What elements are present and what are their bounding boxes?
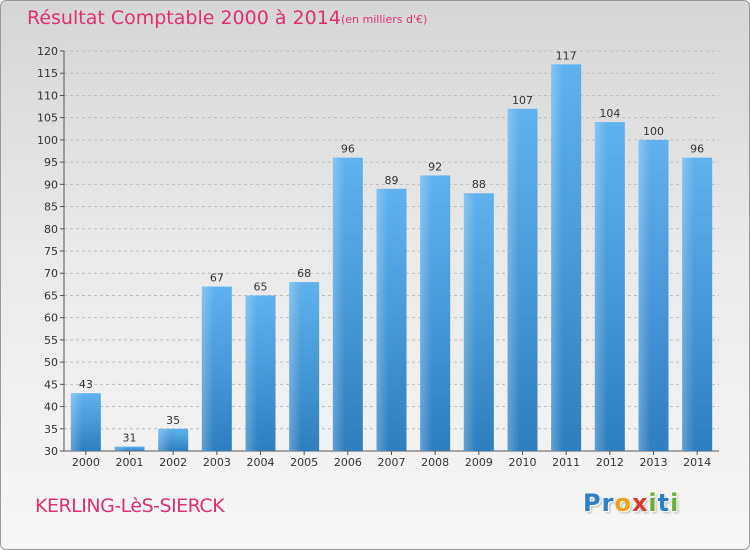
- bar-highlight: [638, 139, 669, 451]
- x-tick-label: 2008: [421, 456, 449, 469]
- x-tick-label: 2014: [683, 456, 711, 469]
- bar-highlight: [332, 157, 363, 451]
- x-tick-label: 2001: [116, 456, 144, 469]
- y-tick-label: 35: [44, 423, 58, 436]
- chart-title: Résultat Comptable 2000 à 2014: [27, 7, 341, 29]
- value-label: 117: [556, 49, 577, 62]
- logo-letter: t: [657, 489, 671, 517]
- y-tick-label: 85: [44, 201, 58, 214]
- y-tick-label: 95: [44, 156, 58, 169]
- y-tick-label: 75: [44, 245, 58, 258]
- value-label: 104: [599, 107, 620, 120]
- bar-highlight: [158, 428, 189, 451]
- x-tick-label: 2002: [159, 456, 187, 469]
- x-tick-label: 2011: [552, 456, 580, 469]
- y-tick-label: 115: [37, 67, 58, 80]
- logo-letter: o: [614, 489, 632, 517]
- x-tick-label: 2013: [640, 456, 668, 469]
- y-tick-label: 45: [44, 378, 58, 391]
- x-tick-label: 2003: [203, 456, 231, 469]
- x-tick-label: 2009: [465, 456, 493, 469]
- y-tick-label: 30: [44, 445, 58, 458]
- value-label: 100: [643, 125, 664, 138]
- y-tick-label: 65: [44, 289, 58, 302]
- x-tick-label: 2005: [290, 456, 318, 469]
- y-tick-label: 80: [44, 223, 58, 236]
- value-label: 96: [341, 143, 355, 156]
- bar-highlight: [114, 446, 145, 451]
- y-tick-label: 90: [44, 178, 58, 191]
- x-tick-label: 2004: [247, 456, 275, 469]
- town-name: KERLING-LèS-SIERCK: [35, 495, 225, 517]
- bar-highlight: [201, 286, 232, 451]
- logo-letter: x: [631, 489, 649, 517]
- y-tick-label: 40: [44, 401, 58, 414]
- bar-highlight: [682, 157, 713, 451]
- logo-letter: P: [583, 489, 602, 517]
- logo-letter: i: [648, 489, 658, 517]
- y-tick-label: 70: [44, 267, 58, 280]
- bar-highlight: [70, 393, 101, 451]
- y-tick-label: 60: [44, 312, 58, 325]
- value-label: 107: [512, 94, 533, 107]
- bar-highlight: [420, 175, 451, 451]
- value-label: 43: [79, 378, 93, 391]
- bar-highlight: [463, 193, 494, 451]
- value-label: 31: [123, 432, 137, 445]
- bar-highlight: [245, 295, 276, 451]
- value-label: 96: [690, 143, 704, 156]
- value-label: 88: [472, 178, 486, 191]
- x-tick-label: 2000: [72, 456, 100, 469]
- value-label: 35: [166, 414, 180, 427]
- logo-letter: r: [601, 489, 615, 517]
- value-label: 67: [210, 272, 224, 285]
- y-tick-label: 105: [37, 112, 58, 125]
- value-label: 92: [428, 160, 442, 173]
- x-tick-label: 2006: [334, 456, 362, 469]
- x-tick-label: 2012: [596, 456, 624, 469]
- x-tick-label: 2010: [509, 456, 537, 469]
- value-label: 89: [385, 174, 399, 187]
- proxiti-logo: Proxiti: [583, 489, 679, 517]
- y-tick-label: 120: [37, 45, 58, 58]
- y-tick-label: 50: [44, 356, 58, 369]
- bar-highlight: [507, 108, 538, 452]
- chart-unit: (en milliers d'€): [341, 13, 428, 26]
- y-tick-label: 100: [37, 134, 58, 147]
- bar-highlight: [551, 64, 582, 452]
- y-tick-label: 110: [37, 89, 58, 102]
- logo-letter: i: [670, 489, 680, 517]
- y-tick-label: 55: [44, 334, 58, 347]
- bar-highlight: [376, 188, 407, 451]
- bar-highlight: [594, 122, 625, 451]
- value-label: 65: [254, 280, 268, 293]
- value-label: 68: [297, 267, 311, 280]
- x-tick-label: 2007: [378, 456, 406, 469]
- bar-highlight: [289, 282, 320, 451]
